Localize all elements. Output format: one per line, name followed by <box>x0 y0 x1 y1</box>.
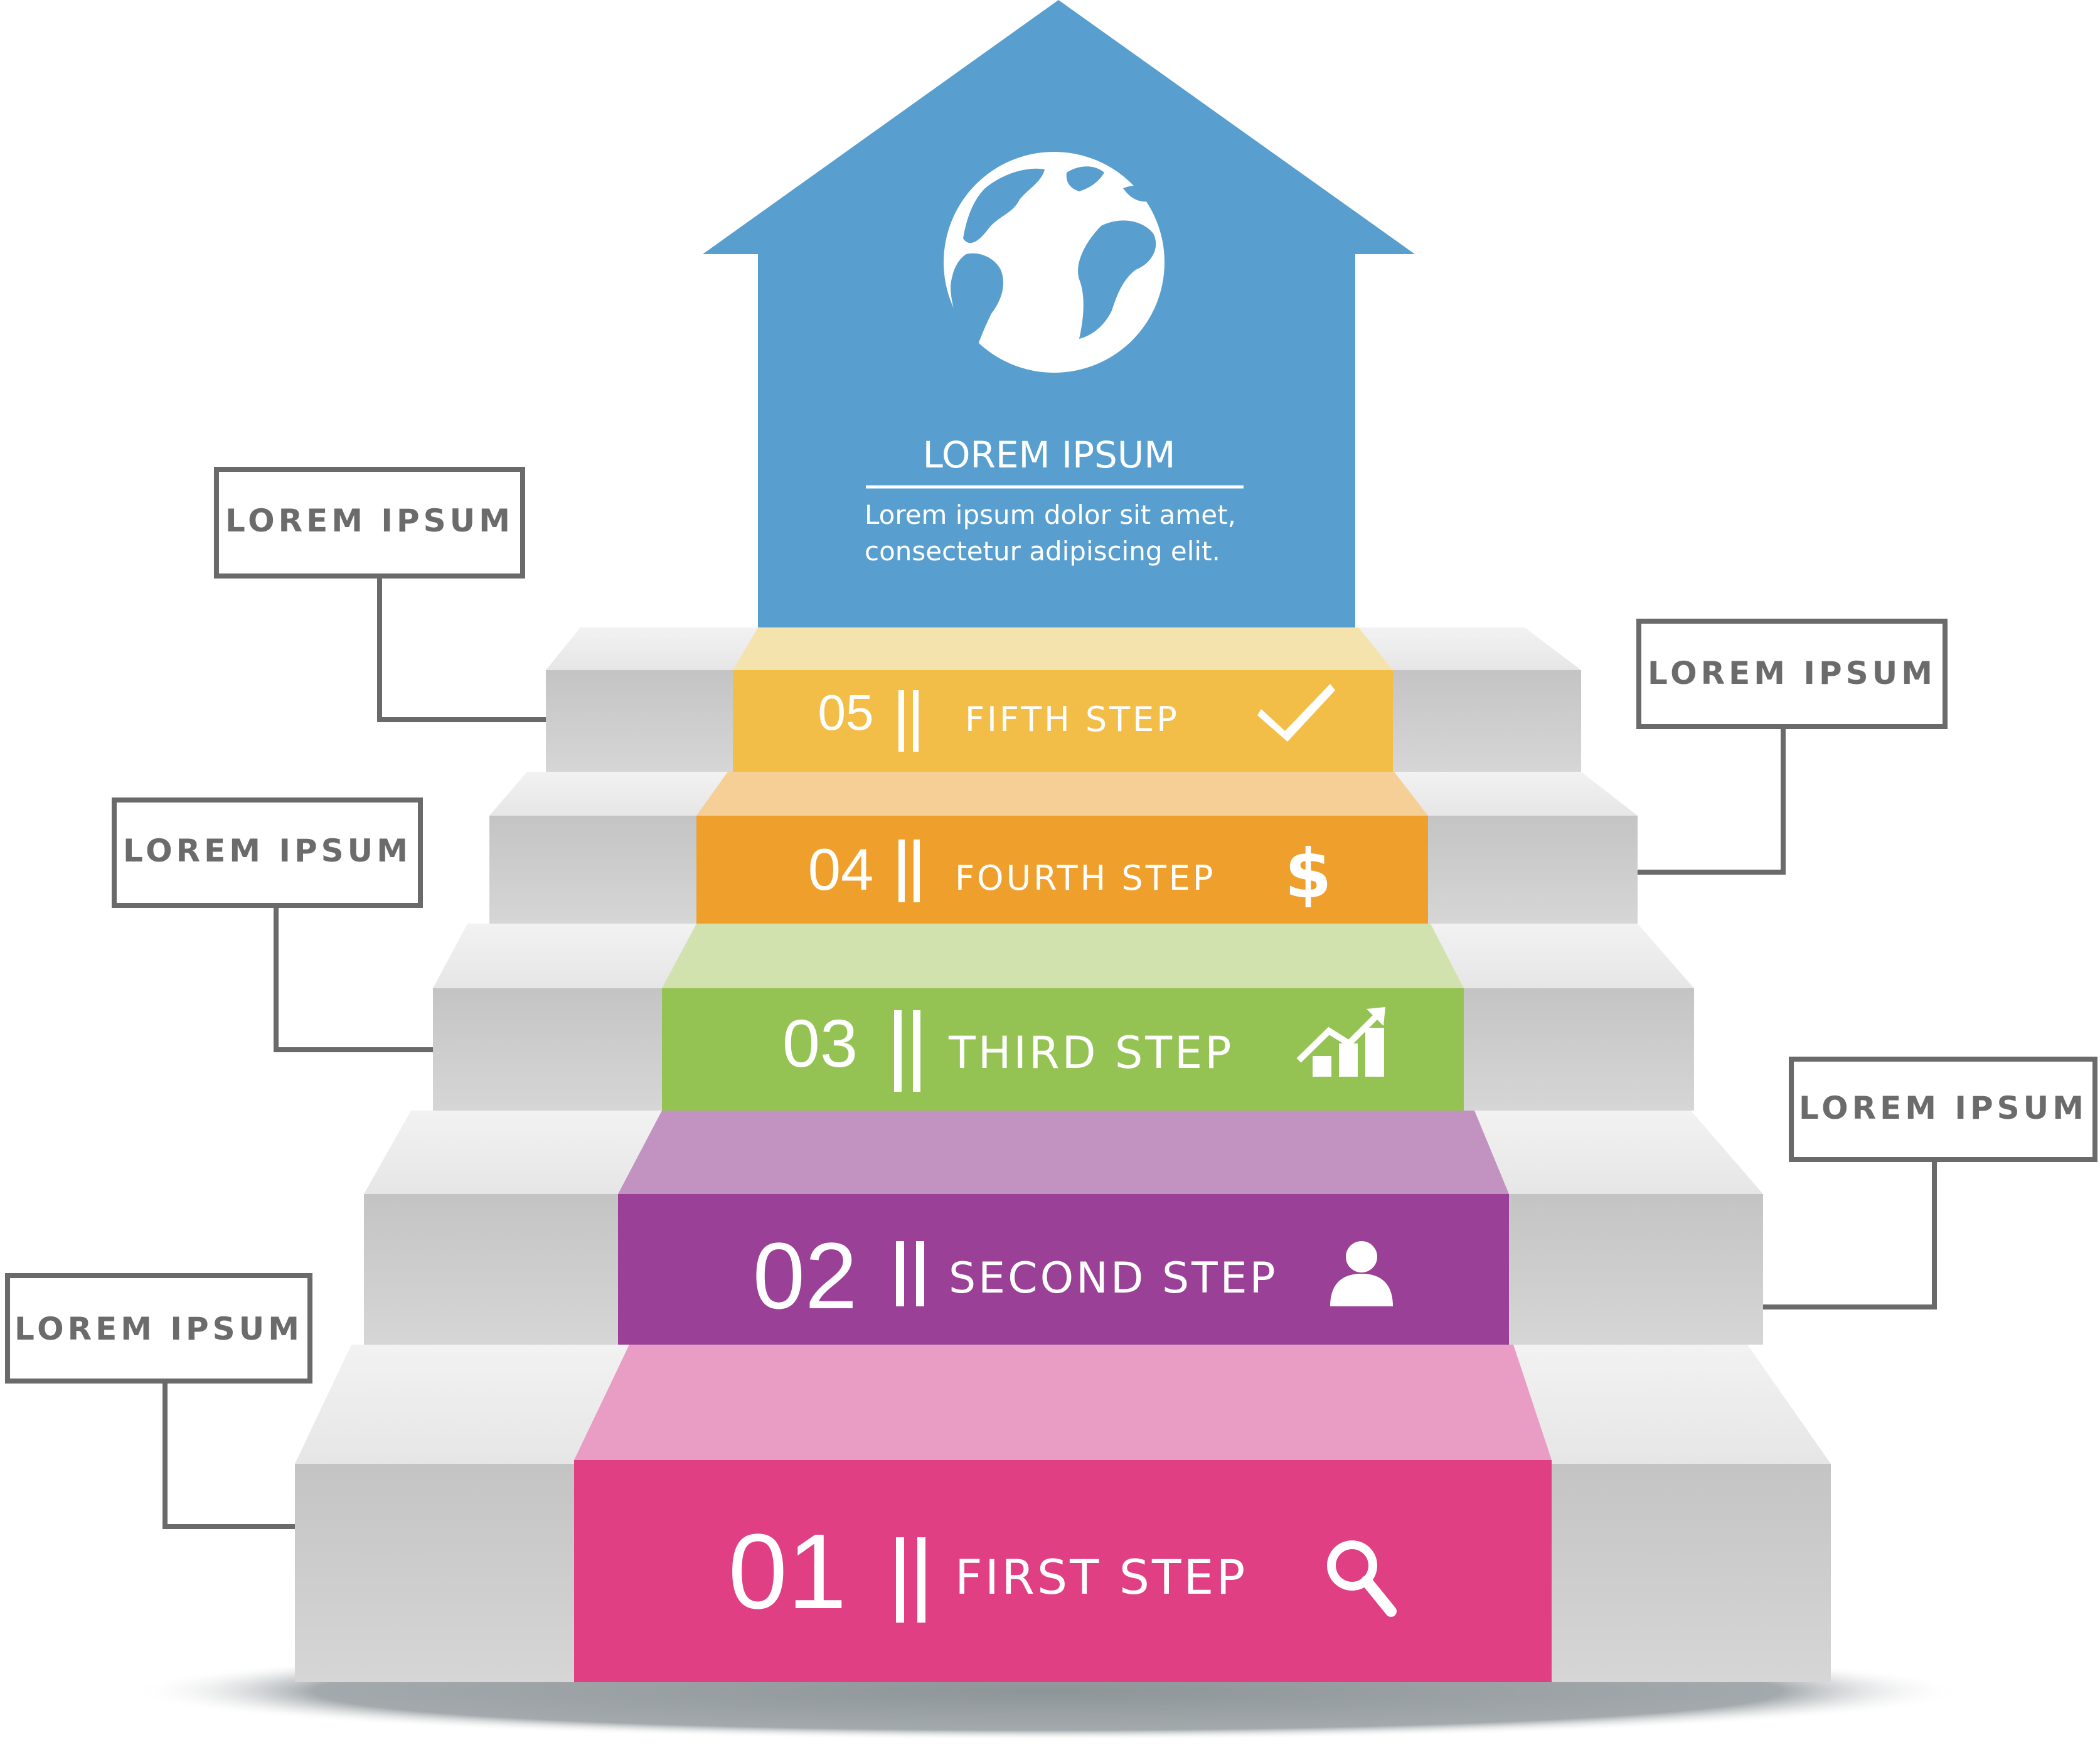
globe-icon <box>944 152 1165 373</box>
connector-line <box>1638 728 1786 875</box>
carpet-riser-3 <box>662 988 1464 1111</box>
carpet-tread-2 <box>618 1111 1509 1194</box>
connector-line <box>1763 1161 1937 1309</box>
connector-line <box>163 1382 295 1529</box>
carpet-riser-1 <box>574 1460 1552 1682</box>
carpet-tread-3 <box>662 924 1464 988</box>
side-label-text: LOREM IPSUM <box>14 1311 303 1347</box>
step-number: 05 <box>818 685 874 740</box>
step-label: THIRD STEP <box>948 1027 1234 1079</box>
carpet-riser-5 <box>733 670 1393 772</box>
step-separator <box>898 690 904 752</box>
step-separator <box>896 1241 904 1306</box>
side-label-right-top: LOREM IPSUM <box>1636 619 1948 729</box>
side-label-left-top: LOREM IPSUM <box>214 467 525 579</box>
step-number: 01 <box>728 1512 846 1631</box>
side-label-left-bottom: LOREM IPSUM <box>5 1273 312 1384</box>
user-icon <box>1330 1241 1393 1306</box>
step-separator <box>894 1010 902 1092</box>
step-3: 03 THIRD STEP <box>782 1005 1385 1092</box>
carpet-tread-4 <box>696 772 1428 816</box>
side-label-text: LOREM IPSUM <box>1648 655 1936 691</box>
step-separator <box>917 1537 925 1623</box>
step-separator <box>898 840 905 902</box>
carpet-riser-4 <box>696 816 1428 924</box>
step-separator <box>914 840 920 902</box>
header-title: LOREM IPSUM <box>923 434 1176 476</box>
step-separator <box>913 1010 920 1092</box>
side-label-left-mid: LOREM IPSUM <box>112 797 423 908</box>
connector-line <box>377 577 546 722</box>
header-description-line2: consectetur adipiscing elit. <box>865 536 1220 567</box>
carpet <box>574 627 1552 1682</box>
dollar-icon: $ <box>1284 835 1331 914</box>
step-label: SECOND STEP <box>949 1254 1278 1303</box>
step-number: 04 <box>808 836 874 902</box>
search-icon <box>1327 1540 1397 1617</box>
step-separator <box>896 1537 904 1623</box>
step-label: FIRST STEP <box>955 1549 1247 1605</box>
side-label-text: LOREM IPSUM <box>1799 1090 2087 1126</box>
step-separator <box>913 690 919 752</box>
carpet-tread-1 <box>574 1345 1552 1460</box>
step-1: 01 FIRST STEP <box>728 1512 1397 1631</box>
side-label-text: LOREM IPSUM <box>225 503 514 539</box>
side-label-right-bottom: LOREM IPSUM <box>1789 1057 2097 1162</box>
connector-line <box>274 907 433 1052</box>
step-label: FOURTH STEP <box>955 858 1215 898</box>
step-2: 02 SECOND STEP <box>753 1223 1393 1328</box>
carpet-tread-5 <box>733 627 1393 670</box>
step-4: 04 FOURTH STEP $ <box>808 835 1332 914</box>
growth-chart-icon <box>1296 1007 1385 1077</box>
header-description-line1: Lorem ipsum dolor sit amet, <box>865 499 1236 530</box>
step-separator <box>916 1241 924 1306</box>
step-number: 03 <box>782 1005 858 1081</box>
step-5: 05 FIFTH STEP <box>818 684 1335 752</box>
step-number: 02 <box>753 1223 858 1328</box>
side-label-text: LOREM IPSUM <box>123 833 412 869</box>
step-label: FIFTH STEP <box>965 700 1180 739</box>
check-icon <box>1257 684 1335 742</box>
